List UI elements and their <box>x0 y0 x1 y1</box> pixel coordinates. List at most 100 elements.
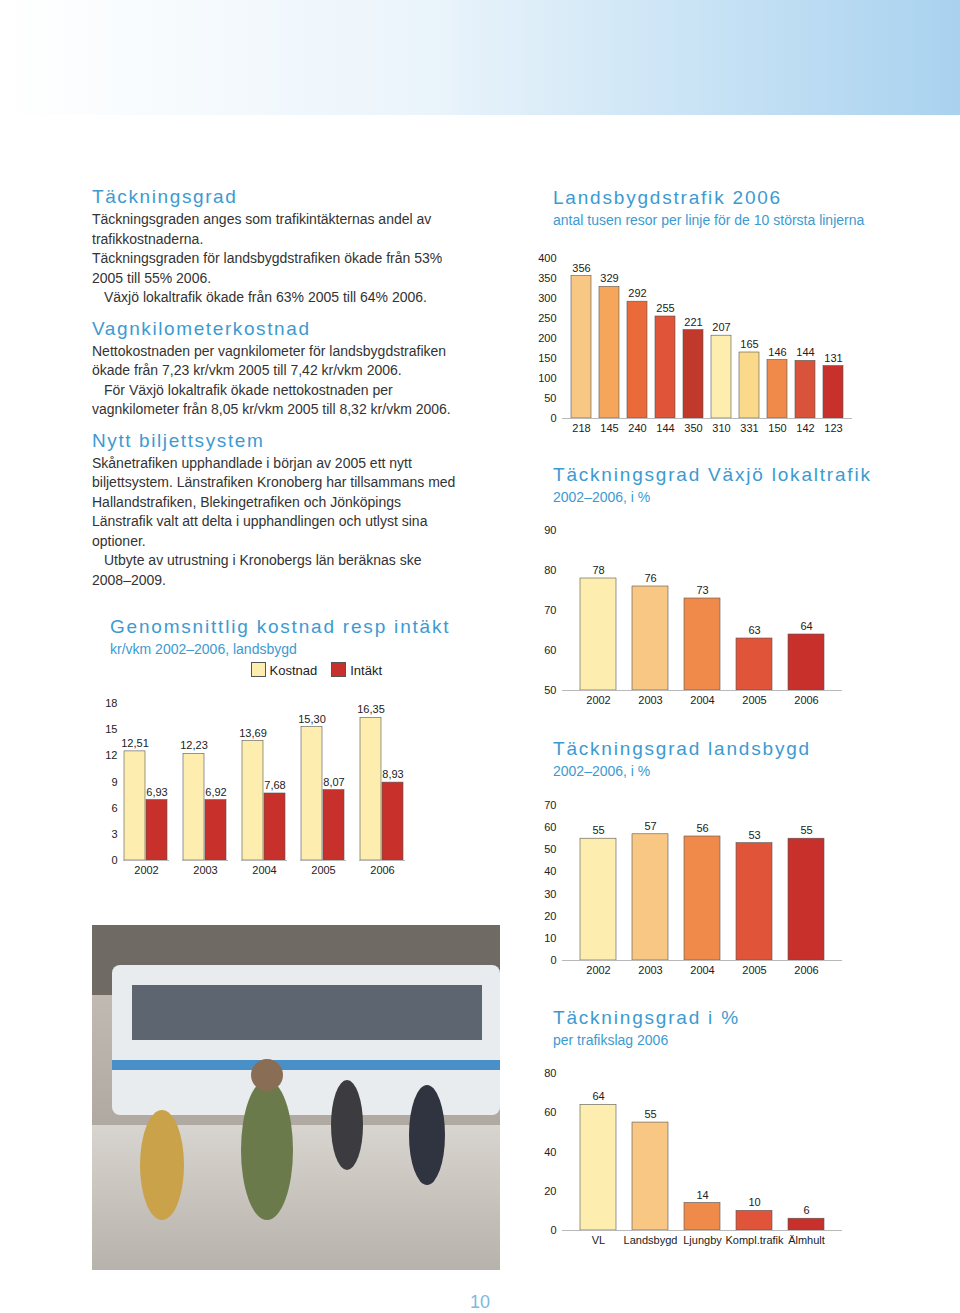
svg-text:10: 10 <box>544 932 556 944</box>
svg-text:2004: 2004 <box>252 864 276 876</box>
svg-text:40: 40 <box>544 1146 556 1158</box>
svg-text:2005: 2005 <box>742 694 766 706</box>
svg-text:30: 30 <box>544 888 556 900</box>
svg-text:Kompl.trafik: Kompl.trafik <box>725 1234 784 1246</box>
svg-text:60: 60 <box>544 821 556 833</box>
svg-text:15,30: 15,30 <box>298 713 326 725</box>
svg-text:50: 50 <box>544 843 556 855</box>
svg-text:145: 145 <box>600 422 618 434</box>
svg-text:12: 12 <box>105 749 117 761</box>
svg-text:250: 250 <box>538 312 556 324</box>
svg-text:73: 73 <box>696 584 708 596</box>
svg-text:53: 53 <box>748 829 760 841</box>
svg-text:8,07: 8,07 <box>323 776 344 788</box>
svg-text:0: 0 <box>550 954 556 966</box>
svg-text:50: 50 <box>544 392 556 404</box>
svg-text:10: 10 <box>748 1196 760 1208</box>
html-text:Skånetrafiken upphandlade i bö: Skånetrafiken upphandlade i början av 20… <box>92 454 456 549</box>
svg-text:2006: 2006 <box>370 864 394 876</box>
svg-text:VL: VL <box>592 1234 605 1246</box>
svg-text:6,93: 6,93 <box>146 786 167 798</box>
svg-text:2005: 2005 <box>742 964 766 976</box>
svg-text:2004: 2004 <box>690 964 714 976</box>
svg-text:18: 18 <box>105 697 117 709</box>
svg-text:0: 0 <box>550 412 556 424</box>
svg-text:64: 64 <box>800 620 812 632</box>
svg-text:0: 0 <box>550 1224 556 1236</box>
svg-text:131: 131 <box>824 352 842 364</box>
svg-text:13,69: 13,69 <box>239 727 267 739</box>
svg-text:123: 123 <box>824 422 842 434</box>
svg-text:329: 329 <box>600 272 618 284</box>
svg-text:221: 221 <box>684 316 702 328</box>
svg-text:3: 3 <box>111 828 117 840</box>
svg-text:6,92: 6,92 <box>205 786 226 798</box>
svg-text:12,23: 12,23 <box>180 739 208 751</box>
svg-text:0: 0 <box>111 854 117 866</box>
svg-text:2002: 2002 <box>586 694 610 706</box>
svg-text:292: 292 <box>628 287 646 299</box>
svg-text:20: 20 <box>544 910 556 922</box>
svg-text:55: 55 <box>800 824 812 836</box>
svg-text:60: 60 <box>544 1106 556 1118</box>
svg-text:2006: 2006 <box>794 964 818 976</box>
svg-text:144: 144 <box>796 346 814 358</box>
svg-text:356: 356 <box>572 262 590 274</box>
svg-text:70: 70 <box>544 799 556 811</box>
svg-text:165: 165 <box>740 338 758 350</box>
svg-text:144: 144 <box>656 422 674 434</box>
svg-text:200: 200 <box>538 332 556 344</box>
svg-text:70: 70 <box>544 604 556 616</box>
svg-text:50: 50 <box>544 684 556 696</box>
svg-text:150: 150 <box>768 422 786 434</box>
svg-text:150: 150 <box>538 352 556 364</box>
svg-text:64: 64 <box>592 1090 604 1102</box>
svg-text:146: 146 <box>768 346 786 358</box>
svg-text:2003: 2003 <box>638 964 662 976</box>
svg-text:78: 78 <box>592 564 604 576</box>
svg-text:57: 57 <box>644 820 656 832</box>
svg-text:6: 6 <box>111 802 117 814</box>
svg-text:7,68: 7,68 <box>264 779 285 791</box>
svg-text:207: 207 <box>712 321 730 333</box>
svg-text:400: 400 <box>538 252 556 264</box>
svg-text:Älmhult: Älmhult <box>788 1234 825 1246</box>
svg-text:2006: 2006 <box>794 694 818 706</box>
svg-text:14: 14 <box>696 1189 708 1201</box>
svg-text:8,93: 8,93 <box>382 768 403 780</box>
svg-text:2003: 2003 <box>638 694 662 706</box>
svg-text:40: 40 <box>544 865 556 877</box>
svg-text:20: 20 <box>544 1185 556 1197</box>
svg-text:63: 63 <box>748 624 760 636</box>
svg-text:55: 55 <box>592 824 604 836</box>
svg-text:60: 60 <box>544 644 556 656</box>
svg-text:80: 80 <box>544 1067 556 1079</box>
svg-text:56: 56 <box>696 822 708 834</box>
svg-text:2003: 2003 <box>193 864 217 876</box>
svg-text:16,35: 16,35 <box>357 703 385 715</box>
svg-text:331: 331 <box>740 422 758 434</box>
svg-text:310: 310 <box>712 422 730 434</box>
svg-text:80: 80 <box>544 564 556 576</box>
svg-text:2002: 2002 <box>586 964 610 976</box>
svg-text:300: 300 <box>538 292 556 304</box>
svg-text:100: 100 <box>538 372 556 384</box>
svg-text:350: 350 <box>538 272 556 284</box>
svg-text:6: 6 <box>803 1204 809 1216</box>
svg-text:Landsbygd: Landsbygd <box>624 1234 678 1246</box>
svg-text:90: 90 <box>544 524 556 536</box>
svg-text:2004: 2004 <box>690 694 714 706</box>
svg-text:Ljungby: Ljungby <box>683 1234 722 1246</box>
svg-text:55: 55 <box>644 1108 656 1120</box>
svg-text:255: 255 <box>656 302 674 314</box>
svg-text:2002: 2002 <box>134 864 158 876</box>
svg-text:142: 142 <box>796 422 814 434</box>
svg-text:12,51: 12,51 <box>121 737 149 749</box>
svg-text:9: 9 <box>111 776 117 788</box>
svg-text:76: 76 <box>644 572 656 584</box>
svg-text:2005: 2005 <box>311 864 335 876</box>
svg-text:15: 15 <box>105 723 117 735</box>
svg-text:218: 218 <box>572 422 590 434</box>
svg-text:350: 350 <box>684 422 702 434</box>
svg-text:240: 240 <box>628 422 646 434</box>
